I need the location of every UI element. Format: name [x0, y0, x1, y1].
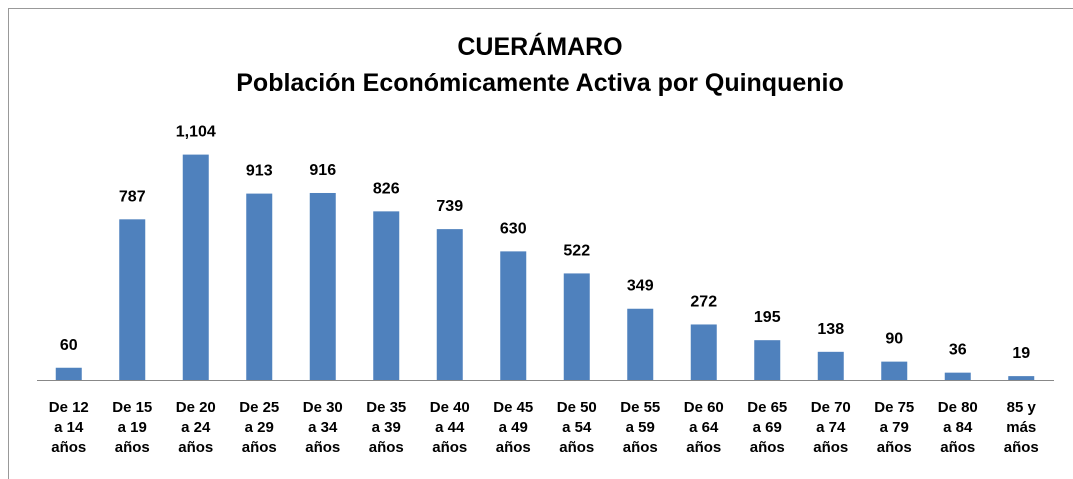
data-label: 916 [309, 162, 336, 179]
data-label: 630 [500, 220, 527, 237]
chart-title: CUERÁMARO [457, 32, 622, 61]
bar [817, 351, 844, 380]
bar [563, 273, 590, 380]
data-label: 19 [1012, 345, 1030, 362]
x-tick-label: De 80 a 84 años [937, 399, 978, 456]
bar [309, 192, 336, 380]
bar [373, 211, 400, 380]
bar [500, 251, 527, 380]
data-label: 739 [436, 198, 463, 215]
x-tick-label: De 12 a 14 años [48, 399, 89, 456]
data-label: 138 [817, 321, 844, 338]
data-label: 36 [949, 342, 967, 359]
x-tick-label: De 15 a 19 años [112, 399, 153, 456]
data-label: 1,104 [176, 124, 216, 141]
x-tick-label: De 70 a 74 años [810, 399, 851, 456]
x-tick-label: De 65 a 69 años [747, 399, 788, 456]
data-label: 60 [60, 337, 78, 354]
x-tick-label: 85 y más años [1003, 399, 1039, 456]
data-label: 913 [246, 163, 273, 180]
bar [754, 340, 781, 380]
bar [119, 219, 146, 380]
bar [690, 324, 717, 380]
x-tick-label: De 60 a 64 años [683, 399, 724, 456]
chart-border [8, 8, 1073, 479]
data-label: 826 [373, 180, 400, 197]
x-tick-label: De 40 a 44 años [429, 399, 470, 456]
x-tick-label: De 20 a 24 años [175, 399, 216, 456]
x-tick-label: De 25 a 29 años [239, 399, 280, 456]
bar [182, 154, 209, 380]
chart-subtitle: Población Económicamente Activa por Quin… [236, 69, 844, 97]
data-label: 90 [885, 331, 903, 348]
x-tick-label: De 35 a 39 años [366, 399, 407, 456]
x-tick-label: De 30 a 34 años [302, 399, 343, 456]
bar [436, 229, 463, 380]
x-tick-label: De 75 a 79 años [874, 399, 915, 456]
data-label: 272 [690, 293, 717, 310]
x-tick-label: De 55 a 59 años [620, 399, 661, 456]
bar [55, 367, 82, 380]
x-tick-label: De 45 a 49 años [493, 399, 534, 456]
data-label: 195 [754, 309, 781, 326]
data-label: 522 [563, 242, 590, 259]
bar [1008, 376, 1035, 380]
x-tick-label: De 50 a 54 años [556, 399, 597, 456]
bar [246, 193, 273, 380]
data-label: 787 [119, 188, 146, 205]
data-label: 349 [627, 278, 654, 295]
bar [627, 308, 654, 380]
bar [881, 361, 908, 380]
bar [944, 372, 971, 380]
